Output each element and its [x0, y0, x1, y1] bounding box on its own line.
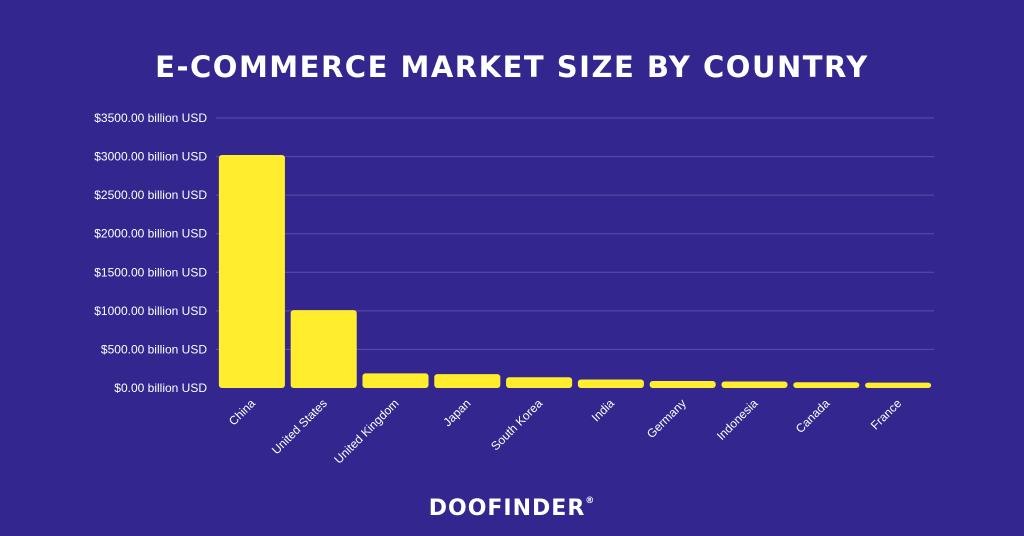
x-tick-label: United States — [269, 396, 330, 457]
logo-text: DOOFINDER — [428, 496, 586, 521]
x-tick-label: Japan — [440, 396, 473, 429]
y-tick-label: $2000.00 billion USD — [94, 227, 207, 241]
y-tick-label: $1000.00 billion USD — [94, 304, 207, 318]
chart-title: E-COMMERCE MARKET SIZE BY COUNTRY — [155, 50, 869, 84]
y-tick-label: $2500.00 billion USD — [94, 188, 207, 202]
x-tick-label: France — [868, 396, 905, 433]
bar-germany[interactable] — [649, 381, 716, 388]
x-tick-label: United Kingdom — [331, 396, 401, 466]
bar-united-states[interactable] — [290, 310, 357, 388]
y-tick-label: $0.00 billion USD — [114, 381, 207, 395]
bar-china[interactable] — [218, 155, 285, 388]
bar-indonesia[interactable] — [721, 381, 788, 388]
bar-united-kingdom[interactable] — [362, 373, 429, 388]
x-tick-label: South Korea — [488, 396, 545, 453]
bar-japan[interactable] — [434, 374, 501, 388]
y-axis-labels: $0.00 billion USD $500.00 billion USD $100… — [94, 111, 207, 395]
x-tick-label: Indonesia — [714, 396, 761, 443]
x-tick-label: China — [226, 396, 258, 428]
y-tick-label: $3000.00 billion USD — [94, 150, 207, 164]
registered-mark: ® — [585, 496, 596, 506]
x-axis-labels: China United States United Kingdom Japan Sou… — [226, 396, 904, 467]
x-tick-label: India — [589, 396, 618, 425]
bar-canada[interactable] — [793, 382, 860, 388]
x-tick-label: Canada — [793, 396, 833, 436]
y-tick-label: $500.00 billion USD — [101, 342, 207, 356]
bar-south-korea[interactable] — [506, 377, 573, 388]
bar-france[interactable] — [865, 382, 932, 388]
bar-india[interactable] — [577, 379, 644, 388]
y-tick-label: $1500.00 billion USD — [94, 265, 207, 279]
y-tick-label: $3500.00 billion USD — [94, 111, 207, 125]
bars — [218, 155, 932, 388]
doofinder-logo[interactable]: DOOFINDER® — [0, 496, 1024, 521]
x-tick-label: Germany — [644, 396, 689, 441]
